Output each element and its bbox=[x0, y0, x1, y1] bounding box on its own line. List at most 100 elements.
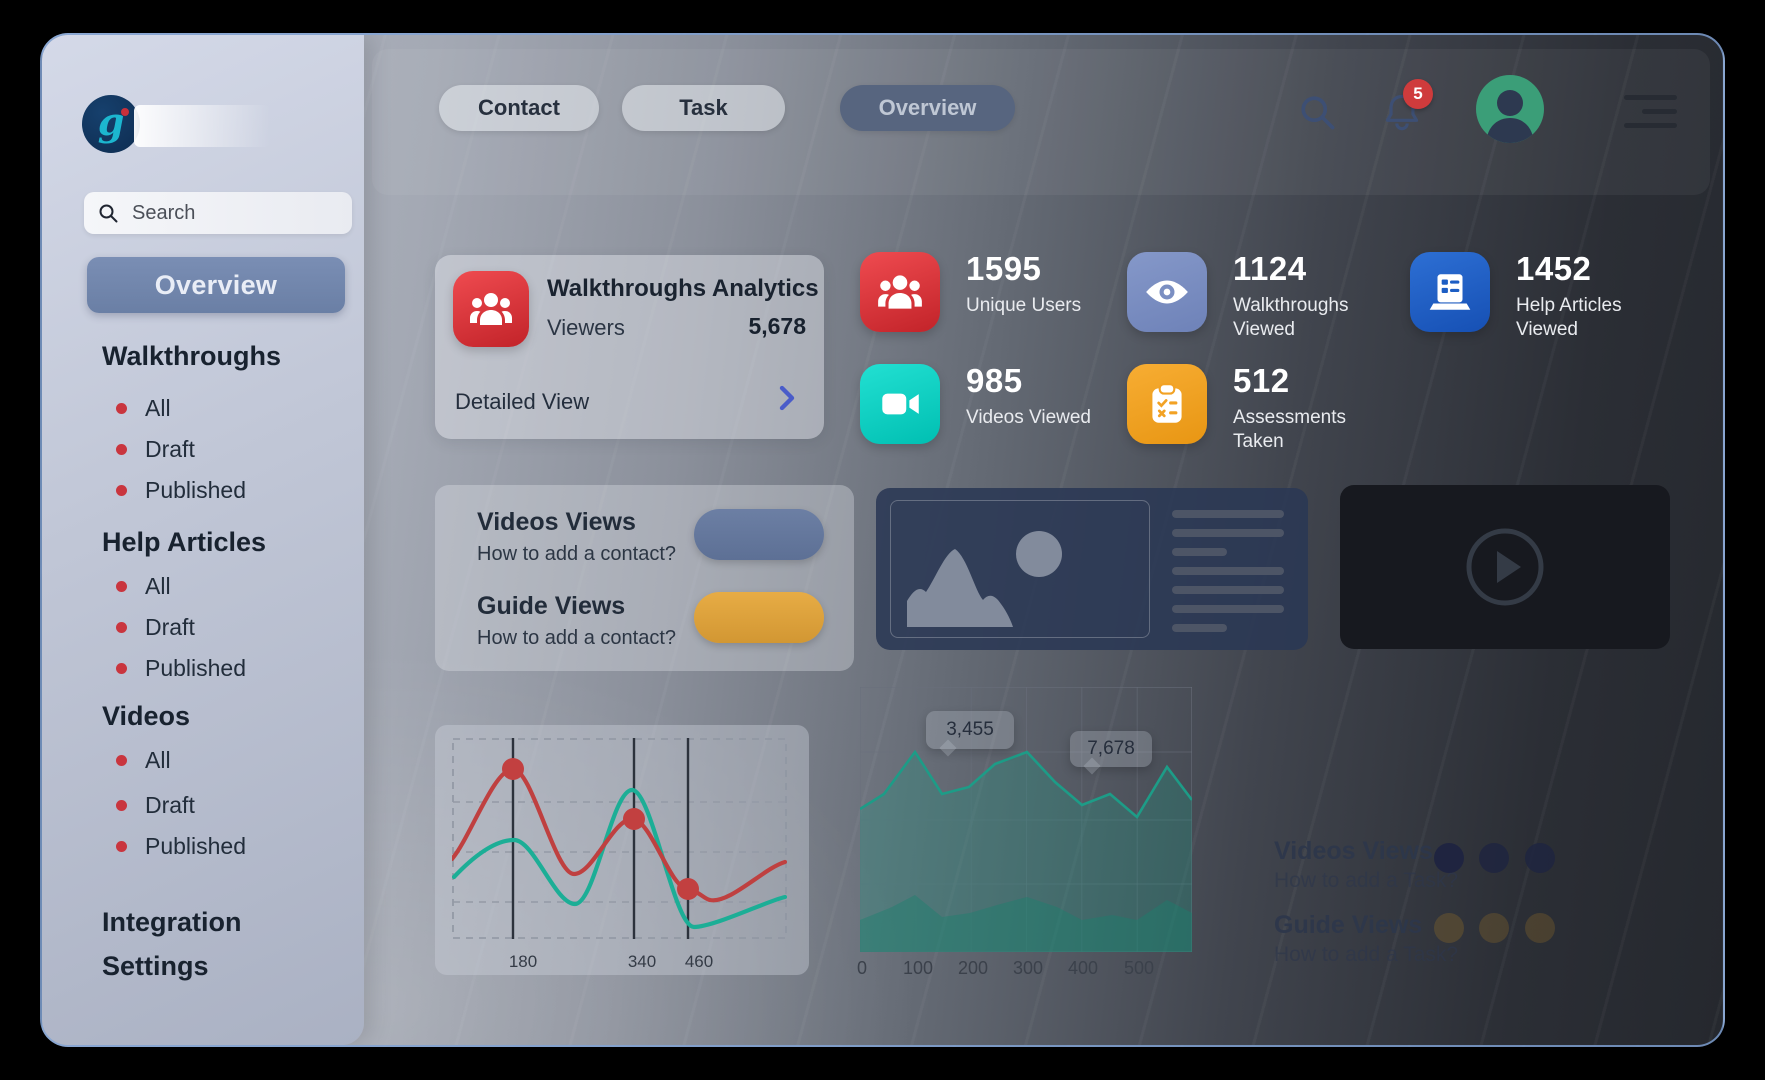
stat-label: Help Articles Viewed bbox=[1516, 294, 1622, 341]
sidebar-search[interactable] bbox=[84, 192, 399, 234]
sidebar-item-label: Published bbox=[145, 477, 247, 503]
bullet-icon bbox=[116, 403, 127, 414]
bullet-icon bbox=[116, 444, 127, 455]
stat-value: 512 bbox=[1233, 362, 1290, 399]
guide-views-pill-button[interactable] bbox=[694, 592, 824, 643]
dot-button[interactable] bbox=[1525, 843, 1555, 873]
videos-views-pill-button[interactable] bbox=[694, 509, 824, 560]
play-icon[interactable] bbox=[1460, 522, 1550, 612]
x-tick: 400 bbox=[1067, 958, 1099, 978]
stat-label: Assessments Taken bbox=[1233, 406, 1346, 453]
sidebar-item-videos-published[interactable]: Published bbox=[116, 833, 246, 860]
task-videos-views-subtitle: How to add a Task? bbox=[1274, 869, 1459, 892]
sidebar-item-videos-all[interactable]: All bbox=[116, 747, 171, 774]
x-tick: 200 bbox=[957, 958, 989, 978]
sidebar-item-label: All bbox=[145, 573, 171, 599]
tab-task[interactable]: Task bbox=[622, 85, 785, 131]
views-card: Videos Views How to add a contact? Guide… bbox=[435, 485, 854, 671]
x-tick: 300 bbox=[1012, 958, 1044, 978]
area-chart bbox=[860, 687, 1192, 952]
tab-overview[interactable]: Overview bbox=[840, 85, 1015, 131]
text-skeleton-lines bbox=[1172, 510, 1287, 632]
detailed-view-link[interactable]: Detailed View bbox=[455, 389, 590, 414]
x-tick: 340 bbox=[627, 952, 657, 971]
sidebar-item-label: Draft bbox=[145, 614, 195, 640]
brand-name-bar bbox=[134, 105, 270, 147]
sidebar-item-integration[interactable]: Integration bbox=[102, 907, 242, 937]
dot-button[interactable] bbox=[1525, 913, 1555, 943]
x-tick: 500 bbox=[1123, 958, 1155, 978]
tab-contact[interactable]: Contact bbox=[439, 85, 599, 131]
x-tick: 100 bbox=[902, 958, 934, 978]
people-icon bbox=[453, 271, 529, 347]
viewers-value: 5,678 bbox=[748, 313, 806, 339]
sidebar-item-label: Draft bbox=[145, 792, 195, 818]
bullet-icon bbox=[116, 581, 127, 592]
dot-button[interactable] bbox=[1479, 913, 1509, 943]
stat-value: 1452 bbox=[1516, 250, 1592, 287]
sidebar-item-help-draft[interactable]: Draft bbox=[116, 614, 195, 641]
assessments-icon bbox=[1127, 364, 1207, 444]
sidebar-item-label: All bbox=[145, 747, 171, 773]
sidebar-item-settings[interactable]: Settings bbox=[102, 951, 209, 981]
media-preview-card bbox=[876, 488, 1308, 650]
stat-value: 1595 bbox=[966, 250, 1042, 287]
sidebar-item-walkthroughs-draft[interactable]: Draft bbox=[116, 436, 195, 463]
logo-dot bbox=[121, 108, 129, 116]
chevron-right-icon[interactable] bbox=[772, 383, 802, 418]
x-tick: 460 bbox=[684, 952, 714, 971]
video-player-card[interactable] bbox=[1340, 485, 1670, 649]
callout-value: 7,678 bbox=[1087, 738, 1135, 759]
dot-button[interactable] bbox=[1479, 843, 1509, 873]
task-videos-views-title: Videos Views bbox=[1274, 837, 1433, 865]
stat-unique-users: 1595 Unique Users bbox=[860, 250, 1082, 332]
sidebar-item-videos-draft[interactable]: Draft bbox=[116, 792, 195, 819]
bullet-icon bbox=[116, 755, 127, 766]
video-camera-icon bbox=[860, 364, 940, 444]
sidebar-section-videos[interactable]: Videos bbox=[102, 701, 191, 731]
header-search-icon[interactable] bbox=[1295, 90, 1339, 139]
walkthroughs-analytics-card: Walkthroughs Analytics Viewers 5,678 Det… bbox=[435, 255, 824, 439]
stat-label: Videos Viewed bbox=[966, 406, 1092, 428]
help-articles-icon bbox=[1410, 252, 1490, 332]
callout-value: 3,455 bbox=[946, 719, 994, 740]
videos-views-subtitle: How to add a contact? bbox=[477, 543, 677, 565]
viewers-label: Viewers bbox=[547, 315, 625, 340]
bullet-icon bbox=[116, 622, 127, 633]
hamburger-menu-icon[interactable] bbox=[1624, 95, 1677, 128]
image-placeholder-icon bbox=[890, 500, 1150, 638]
task-guide-views-subtitle: How to add a Task? bbox=[1274, 943, 1459, 966]
sidebar-item-overview[interactable]: Overview bbox=[87, 257, 345, 313]
x-tick: 0 bbox=[856, 958, 868, 978]
notifications-bell-icon[interactable]: 5 bbox=[1377, 79, 1433, 137]
guide-views-subtitle: How to add a contact? bbox=[477, 627, 677, 649]
sidebar-item-help-published[interactable]: Published bbox=[116, 655, 246, 682]
sidebar-section-walkthroughs[interactable]: Walkthroughs bbox=[102, 341, 281, 371]
sidebar-item-label: Published bbox=[145, 833, 247, 859]
dot-button[interactable] bbox=[1434, 843, 1464, 873]
dot-button[interactable] bbox=[1434, 913, 1464, 943]
bullet-icon bbox=[116, 800, 127, 811]
stat-assessments-taken: 512 Assessments Taken bbox=[1127, 362, 1361, 455]
videos-views-title: Videos Views bbox=[477, 508, 636, 536]
eye-icon bbox=[1127, 252, 1207, 332]
people-icon bbox=[860, 252, 940, 332]
avatar[interactable] bbox=[1476, 75, 1544, 148]
search-input[interactable] bbox=[130, 200, 399, 226]
sidebar-item-walkthroughs-all[interactable]: All bbox=[116, 395, 171, 422]
sidebar-section-help-articles[interactable]: Help Articles bbox=[102, 527, 267, 557]
sidebar-item-help-all[interactable]: All bbox=[116, 573, 171, 600]
stat-label: Walkthroughs Viewed bbox=[1233, 294, 1349, 341]
stat-walkthroughs-viewed: 1124 Walkthroughs Viewed bbox=[1127, 250, 1361, 343]
notification-badge: 5 bbox=[1403, 79, 1433, 109]
sidebar-item-walkthroughs-published[interactable]: Published bbox=[116, 477, 246, 504]
stat-label: Unique Users bbox=[966, 294, 1082, 316]
x-tick: 180 bbox=[508, 952, 538, 971]
stat-value: 1124 bbox=[1233, 250, 1307, 287]
sidebar-item-label: Draft bbox=[145, 436, 195, 462]
sidebar: g Overview Walkthroughs All Draft Publis… bbox=[42, 35, 399, 1045]
app-window: g Overview Walkthroughs All Draft Publis… bbox=[40, 33, 1725, 1047]
analytics-card-title: Walkthroughs Analytics bbox=[547, 275, 819, 302]
sidebar-item-label: Published bbox=[145, 655, 247, 681]
line-chart-card: 180 340 460 bbox=[435, 725, 809, 975]
